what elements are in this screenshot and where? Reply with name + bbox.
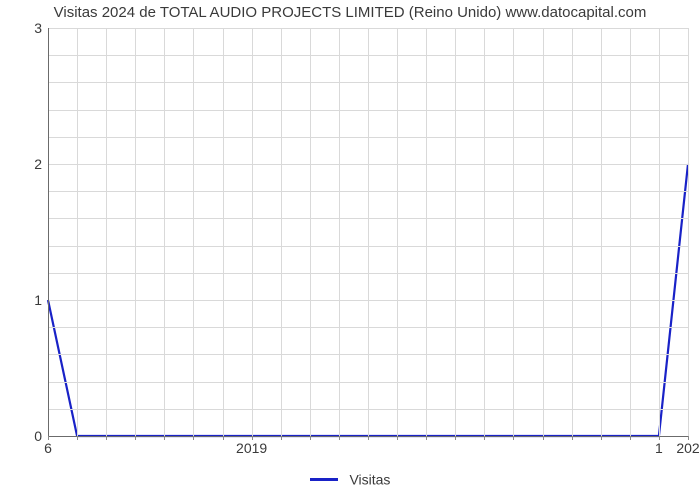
x-minor-tick	[601, 436, 602, 440]
x-minor-tick	[281, 436, 282, 440]
x-minor-tick	[630, 436, 631, 440]
y-tick-label: 3	[34, 20, 42, 36]
grid-v	[223, 28, 224, 436]
y-tick-label: 0	[34, 428, 42, 444]
y-axis-line	[48, 28, 49, 436]
y-tick-label: 2	[34, 156, 42, 172]
x-minor-tick	[572, 436, 573, 440]
grid-v	[339, 28, 340, 436]
x-minor-tick	[543, 436, 544, 440]
x-tick-label: 2019	[236, 440, 267, 456]
x-minor-tick	[397, 436, 398, 440]
grid-v	[572, 28, 573, 436]
x-minor-tick	[193, 436, 194, 440]
grid-v	[688, 28, 689, 436]
grid-v	[513, 28, 514, 436]
grid-v	[601, 28, 602, 436]
grid-v	[543, 28, 544, 436]
grid-v	[484, 28, 485, 436]
x-minor-tick	[339, 436, 340, 440]
x-tick-label: 202	[676, 440, 699, 456]
grid-v	[135, 28, 136, 436]
grid-v	[77, 28, 78, 436]
x-minor-tick	[310, 436, 311, 440]
grid-v	[193, 28, 194, 436]
chart-plot-area: 0123620191202	[48, 28, 688, 436]
grid-v	[310, 28, 311, 436]
grid-v	[659, 28, 660, 436]
chart-title: Visitas 2024 de TOTAL AUDIO PROJECTS LIM…	[0, 4, 700, 21]
grid-v	[106, 28, 107, 436]
legend-label: Visitas	[349, 471, 390, 487]
grid-v	[164, 28, 165, 436]
legend-swatch	[310, 478, 338, 481]
grid-v	[630, 28, 631, 436]
grid-v	[368, 28, 369, 436]
x-minor-tick	[368, 436, 369, 440]
x-tick-label: 6	[44, 440, 52, 456]
x-minor-tick	[106, 436, 107, 440]
grid-v	[426, 28, 427, 436]
x-minor-tick	[77, 436, 78, 440]
grid-v	[252, 28, 253, 436]
x-minor-tick	[164, 436, 165, 440]
y-tick-label: 1	[34, 292, 42, 308]
grid-v	[281, 28, 282, 436]
chart-legend: Visitas	[0, 470, 700, 487]
x-tick-label: 1	[655, 440, 663, 456]
x-minor-tick	[426, 436, 427, 440]
grid-v	[455, 28, 456, 436]
x-minor-tick	[223, 436, 224, 440]
x-minor-tick	[455, 436, 456, 440]
x-minor-tick	[135, 436, 136, 440]
x-minor-tick	[513, 436, 514, 440]
grid-v	[397, 28, 398, 436]
x-minor-tick	[484, 436, 485, 440]
